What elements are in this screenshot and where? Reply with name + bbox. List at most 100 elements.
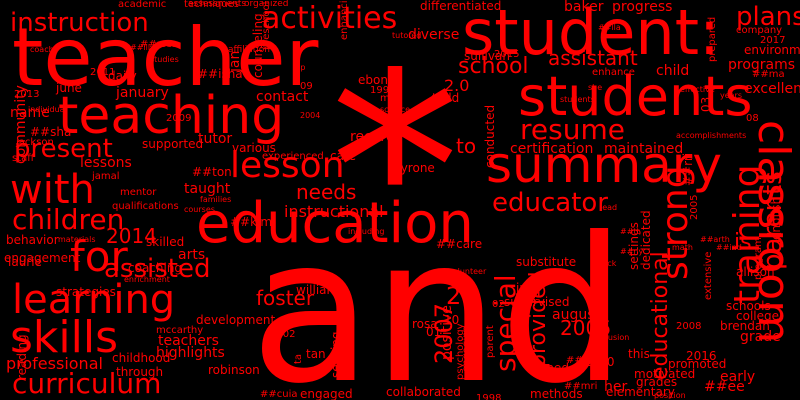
cloud-word: curriculum bbox=[12, 367, 162, 400]
cloud-word: psychology bbox=[455, 323, 466, 380]
cloud-word: ##sha bbox=[30, 125, 72, 139]
cloud-word: seeking bbox=[329, 331, 343, 378]
cloud-word: 2013 bbox=[14, 89, 40, 100]
cloud-word: staff bbox=[12, 153, 35, 164]
cloud-word: educator bbox=[492, 188, 608, 218]
cloud-word: parent bbox=[485, 325, 496, 358]
cloud-word: 2009 bbox=[166, 113, 192, 124]
cloud-word: january bbox=[116, 85, 169, 101]
cloud-word: childhood bbox=[112, 351, 171, 365]
cloud-word: ##ny bbox=[620, 247, 644, 256]
cloud-word: 2.0 bbox=[444, 76, 470, 95]
cloud-word: organized bbox=[244, 0, 289, 9]
cloud-word: program bbox=[753, 237, 764, 280]
cloud-word: courses bbox=[184, 205, 215, 214]
cloud-word: coach bbox=[30, 45, 54, 54]
cloud-word: she bbox=[588, 83, 603, 92]
cloud-word: studies bbox=[150, 55, 179, 64]
cloud-word: years bbox=[720, 91, 743, 100]
cloud-word: daily bbox=[108, 69, 137, 83]
cloud-word: early bbox=[720, 369, 756, 385]
cloud-word: education bbox=[196, 191, 474, 256]
cloud-word: tyrone bbox=[396, 161, 435, 175]
cloud-word: ##lla bbox=[598, 23, 621, 32]
cloud-word: grades bbox=[636, 375, 678, 389]
cloud-word: qualifications bbox=[112, 201, 179, 212]
cloud-word: students bbox=[518, 65, 753, 128]
cloud-word: ebony bbox=[358, 73, 396, 87]
cloud-word: families bbox=[200, 195, 232, 204]
cloud-word: contact bbox=[256, 89, 309, 105]
cloud-word: including bbox=[348, 227, 385, 236]
cloud-word: development bbox=[196, 313, 276, 327]
cloud-word: taught bbox=[184, 181, 231, 197]
cloud-word: experienced bbox=[262, 151, 324, 162]
cloud-word: reading bbox=[15, 334, 29, 380]
cloud-word: assessments bbox=[188, 0, 247, 9]
cloud-word: dedicated bbox=[639, 210, 653, 270]
cloud-word: school bbox=[458, 54, 529, 79]
cloud-word: laurie bbox=[8, 255, 42, 269]
cloud-word: engaged bbox=[300, 387, 353, 400]
cloud-word: jackson bbox=[16, 137, 54, 148]
cloud-word: for bbox=[70, 232, 128, 281]
cloud-word: math bbox=[672, 243, 693, 252]
cloud-word: community bbox=[13, 85, 29, 164]
cloud-word: various bbox=[232, 141, 276, 155]
cloud-word: 2002 bbox=[270, 329, 296, 340]
cloud-word: enhancing bbox=[339, 0, 350, 40]
cloud-word: instruction bbox=[10, 8, 149, 38]
cloud-word: counseling bbox=[251, 13, 265, 78]
cloud-word: foster bbox=[256, 286, 315, 310]
cloud-word: through bbox=[116, 365, 164, 379]
cloud-word: supported bbox=[142, 137, 204, 151]
cloud-word: skilled bbox=[146, 235, 185, 249]
cloud-word: ##care bbox=[436, 237, 483, 251]
cloud-word: ##ma bbox=[752, 69, 785, 80]
cloud-word: arts bbox=[178, 247, 206, 263]
cloud-word: lesson bbox=[230, 145, 345, 186]
cloud-word: engagement bbox=[4, 251, 81, 265]
cloud-word: williams bbox=[296, 283, 345, 297]
cloud-word: robinson bbox=[208, 363, 260, 377]
cloud-word: ##ross bbox=[140, 39, 178, 50]
cloud-word: is bbox=[734, 230, 752, 255]
cloud-word: resume bbox=[520, 113, 625, 146]
cloud-word: ##cuia bbox=[260, 389, 298, 400]
cloud-word: may bbox=[380, 93, 402, 104]
cloud-word: tutored bbox=[392, 31, 422, 40]
cloud-word: activities bbox=[262, 1, 398, 36]
cloud-word: techniques bbox=[184, 0, 240, 10]
cloud-word: enhance bbox=[592, 67, 635, 78]
cloud-word: to bbox=[456, 134, 477, 158]
cloud-word: excellent bbox=[744, 81, 800, 97]
cloud-word: conducted bbox=[483, 104, 497, 168]
cloud-word: learning bbox=[12, 277, 176, 323]
cloud-word: extensive bbox=[703, 251, 714, 300]
cloud-word: teacher bbox=[12, 11, 319, 104]
cloud-word: 10 bbox=[444, 313, 460, 327]
cloud-word: collaborated bbox=[386, 385, 461, 399]
cloud-word: 02 bbox=[492, 299, 505, 310]
cloud-word: ##ck bbox=[594, 259, 617, 268]
cloud-word: lessons bbox=[80, 155, 132, 171]
cloud-word: coaching bbox=[128, 261, 183, 275]
cloud-word: and bbox=[250, 195, 627, 400]
cloud-word: 03 bbox=[699, 96, 713, 112]
cloud-word: academic bbox=[118, 0, 167, 10]
cloud-word: ##arth bbox=[700, 235, 730, 244]
cloud-word: affiliation bbox=[228, 45, 270, 55]
cloud-word: college bbox=[736, 309, 779, 323]
cloud-word: august bbox=[552, 307, 600, 323]
cloud-word: jamal bbox=[92, 171, 120, 182]
cloud-word: differentiated bbox=[420, 0, 502, 13]
cloud-word: materials bbox=[58, 235, 96, 244]
cloud-word: ##rri bbox=[681, 152, 695, 186]
cloud-word: needs bbox=[296, 180, 357, 204]
cloud-word: strategies bbox=[56, 285, 116, 299]
cloud-word: allison bbox=[736, 265, 775, 279]
cloud-word: position bbox=[654, 391, 686, 400]
cloud-word: ta bbox=[293, 353, 304, 364]
cloud-word: baker bbox=[564, 0, 604, 15]
cloud-word: 1998 bbox=[476, 393, 502, 400]
